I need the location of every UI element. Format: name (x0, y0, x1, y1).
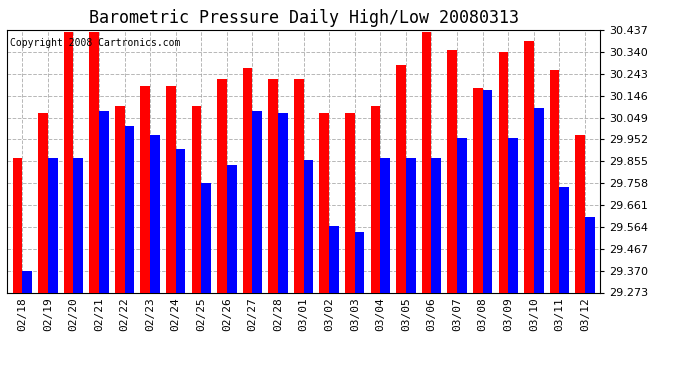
Bar (38, 113, 48, 292)
Bar (431, 158, 441, 292)
Bar (12, 158, 22, 292)
Bar (304, 160, 313, 292)
Bar (473, 88, 482, 292)
Bar (176, 149, 186, 292)
Bar (422, 32, 431, 292)
Bar (447, 50, 457, 292)
Bar (243, 68, 253, 292)
Bar (217, 79, 227, 292)
Bar (457, 138, 466, 292)
Bar (585, 216, 595, 292)
Bar (575, 135, 585, 292)
Bar (253, 111, 262, 292)
Bar (227, 165, 237, 292)
Bar (294, 79, 304, 292)
Bar (329, 225, 339, 292)
Bar (534, 108, 544, 292)
Bar (89, 32, 99, 292)
Bar (201, 183, 211, 292)
Bar (345, 113, 355, 292)
Bar (380, 158, 390, 292)
Bar (319, 113, 329, 292)
Bar (150, 135, 160, 292)
Bar (125, 126, 135, 292)
Bar (22, 271, 32, 292)
Title: Barometric Pressure Daily High/Low 20080313: Barometric Pressure Daily High/Low 20080… (88, 9, 519, 27)
Bar (498, 52, 509, 292)
Bar (192, 106, 201, 292)
Bar (115, 106, 125, 292)
Bar (509, 138, 518, 292)
Bar (166, 86, 176, 292)
Bar (396, 65, 406, 292)
Bar (406, 158, 415, 292)
Bar (73, 158, 83, 292)
Text: Copyright 2008 Cartronics.com: Copyright 2008 Cartronics.com (10, 38, 180, 48)
Bar (482, 90, 493, 292)
Bar (48, 158, 57, 292)
Bar (99, 111, 109, 292)
Bar (63, 32, 73, 292)
Bar (140, 86, 150, 292)
Bar (560, 187, 569, 292)
Bar (550, 70, 560, 292)
Bar (371, 106, 380, 292)
Bar (268, 79, 278, 292)
Bar (524, 40, 534, 292)
Bar (355, 232, 364, 292)
Bar (278, 113, 288, 292)
